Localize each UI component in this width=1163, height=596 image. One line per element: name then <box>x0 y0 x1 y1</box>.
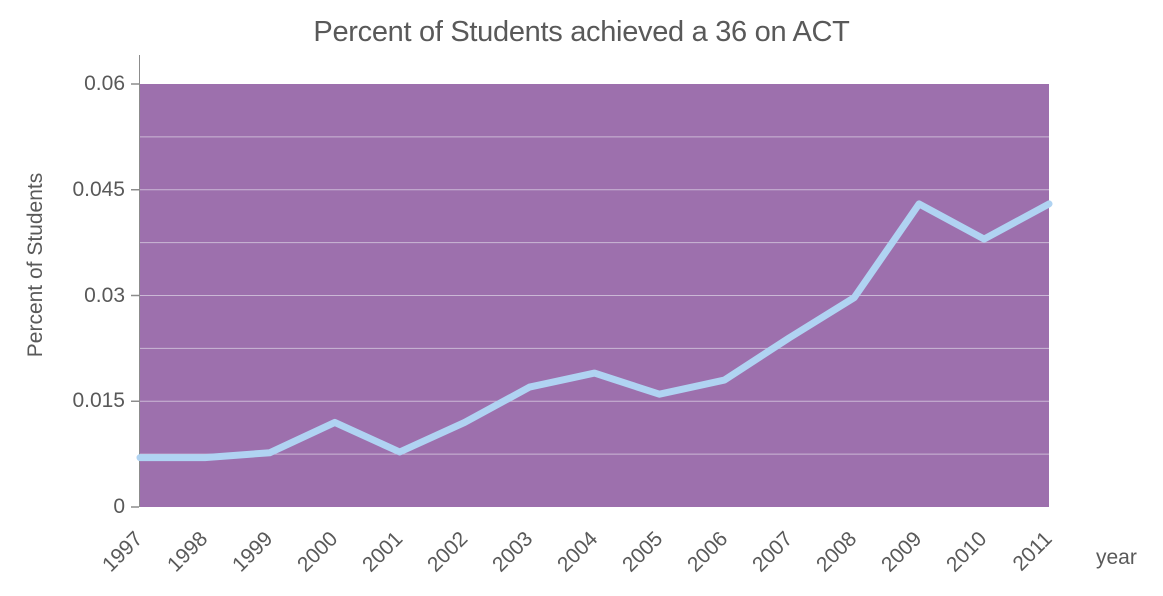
chart-title: Percent of Students achieved a 36 on ACT <box>313 16 850 48</box>
y-tick-label: 0.045 <box>72 177 125 201</box>
data-line <box>136 200 1053 462</box>
y-tick-label: 0.03 <box>84 283 125 307</box>
y-tick-label: 0 <box>113 495 125 518</box>
y-tick-label: 0.015 <box>72 389 125 413</box>
y-tick-label: 0.06 <box>84 72 125 95</box>
x-axis-title: year <box>1096 546 1137 569</box>
